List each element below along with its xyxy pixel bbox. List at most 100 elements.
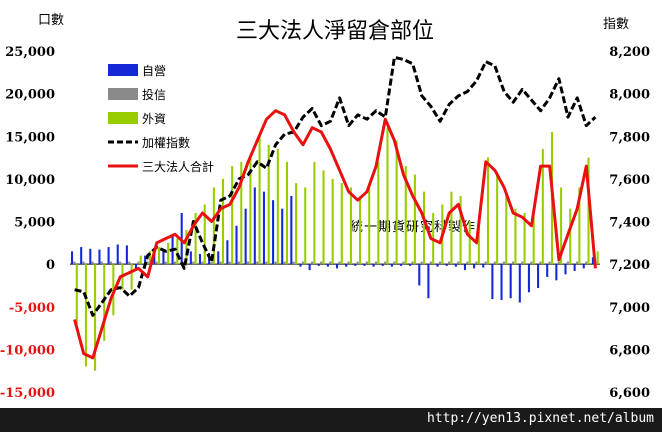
bar-投信: [256, 261, 259, 265]
bar-自營: [281, 208, 284, 265]
bar-外資: [185, 230, 188, 265]
bar-外資: [130, 264, 133, 290]
bar-投信: [493, 261, 496, 265]
right-axis-unit: 指數: [603, 17, 629, 32]
bar-自營: [454, 264, 457, 267]
left-tick-label: 0: [46, 258, 55, 273]
bar-自營: [500, 264, 503, 300]
right-tick-label: 8,200: [609, 45, 650, 60]
bar-自營: [573, 264, 576, 271]
bar-外資: [157, 247, 161, 265]
legend-swatch: [108, 88, 138, 100]
bar-投信: [100, 261, 103, 265]
legend-label: 投信: [142, 87, 166, 102]
bar-自營: [272, 200, 275, 265]
bar-投信: [539, 261, 542, 265]
bar-投信: [329, 261, 332, 265]
bar-投信: [164, 261, 167, 265]
footer-url: http://yen13.pixnet.net/album: [427, 411, 654, 426]
bar-外資: [422, 191, 426, 265]
bar-投信: [128, 261, 131, 265]
bar-投信: [448, 261, 451, 265]
left-axis-unit: 口數: [38, 13, 64, 28]
bar-投信: [411, 261, 414, 265]
left-tick-label: -15,000: [0, 386, 55, 401]
left-tick-label: -10,000: [0, 343, 55, 358]
bar-自營: [308, 264, 311, 271]
bar-外資: [377, 161, 380, 265]
bar-外資: [532, 217, 535, 265]
bar-投信: [237, 261, 240, 265]
bar-自營: [546, 264, 549, 277]
bar-投信: [119, 261, 122, 265]
bar-自營: [354, 264, 357, 266]
bar-投信: [521, 261, 524, 265]
bar-自營: [418, 264, 421, 286]
bar-外資: [249, 157, 252, 265]
bar-外資: [587, 157, 590, 265]
bar-投信: [384, 261, 387, 265]
bar-外資: [331, 178, 334, 265]
bar-投信: [73, 261, 76, 265]
bar-外資: [267, 144, 270, 265]
legend-label: 自營: [142, 64, 166, 78]
bar-自營: [107, 247, 110, 265]
bar-外資: [560, 187, 563, 265]
bar-投信: [155, 261, 158, 265]
bar-外資: [359, 195, 362, 265]
chart-title: 三大法人淨留倉部位: [236, 19, 434, 44]
bar-自營: [144, 255, 147, 265]
bar-投信: [374, 261, 378, 265]
chart-svg: 三大法人淨留倉部位 口數 指數 統一期貨研究科製作 25,00020,00015…: [0, 13, 650, 401]
bar-投信: [292, 261, 295, 265]
bar-自營: [198, 253, 202, 265]
bar-外資: [340, 183, 343, 265]
bar-外資: [139, 255, 142, 265]
bar-外資: [404, 166, 407, 265]
bar-自營: [253, 187, 256, 265]
bar-外資: [349, 187, 352, 265]
left-tick-label: 10,000: [5, 173, 55, 188]
right-tick-label: 8,000: [609, 88, 650, 103]
right-tick-label: 6,800: [609, 343, 650, 358]
bar-外資: [459, 195, 462, 265]
bar-外資: [569, 208, 572, 265]
bar-自營: [345, 264, 348, 267]
bar-自營: [317, 264, 320, 266]
bar-自營: [290, 195, 293, 265]
bar-自營: [162, 251, 165, 265]
right-tick-label: 7,200: [609, 258, 650, 273]
bar-外資: [276, 149, 279, 265]
bar-投信: [301, 261, 304, 265]
bar-外資: [176, 238, 179, 265]
bar-外資: [167, 242, 170, 265]
left-tick-label: 20,000: [5, 88, 55, 103]
left-tick-label: -5,000: [9, 301, 55, 316]
bar-外資: [94, 264, 97, 371]
bar-外資: [368, 183, 371, 265]
bar-自營: [491, 264, 494, 300]
bar-投信: [557, 261, 560, 265]
bar-投信: [283, 261, 286, 265]
bar-投信: [365, 261, 368, 265]
bar-投信: [146, 261, 149, 265]
bar-自營: [582, 264, 585, 269]
bar-自營: [226, 240, 229, 265]
bar-自營: [399, 264, 403, 266]
bar-投信: [192, 261, 195, 265]
bar-外資: [413, 174, 416, 265]
bar-自營: [473, 264, 476, 269]
bar-投信: [575, 261, 579, 265]
bar-外資: [578, 187, 581, 265]
bar-外資: [285, 161, 289, 265]
bar-自營: [527, 264, 530, 293]
bar-外資: [496, 174, 499, 265]
line-三大法人合計: [73, 109, 597, 360]
bar-投信: [466, 261, 469, 265]
bar-投信: [420, 261, 423, 265]
bar-投信: [173, 261, 176, 265]
bar-自營: [363, 264, 366, 266]
bar-自營: [518, 264, 521, 303]
bar-自營: [299, 264, 302, 267]
